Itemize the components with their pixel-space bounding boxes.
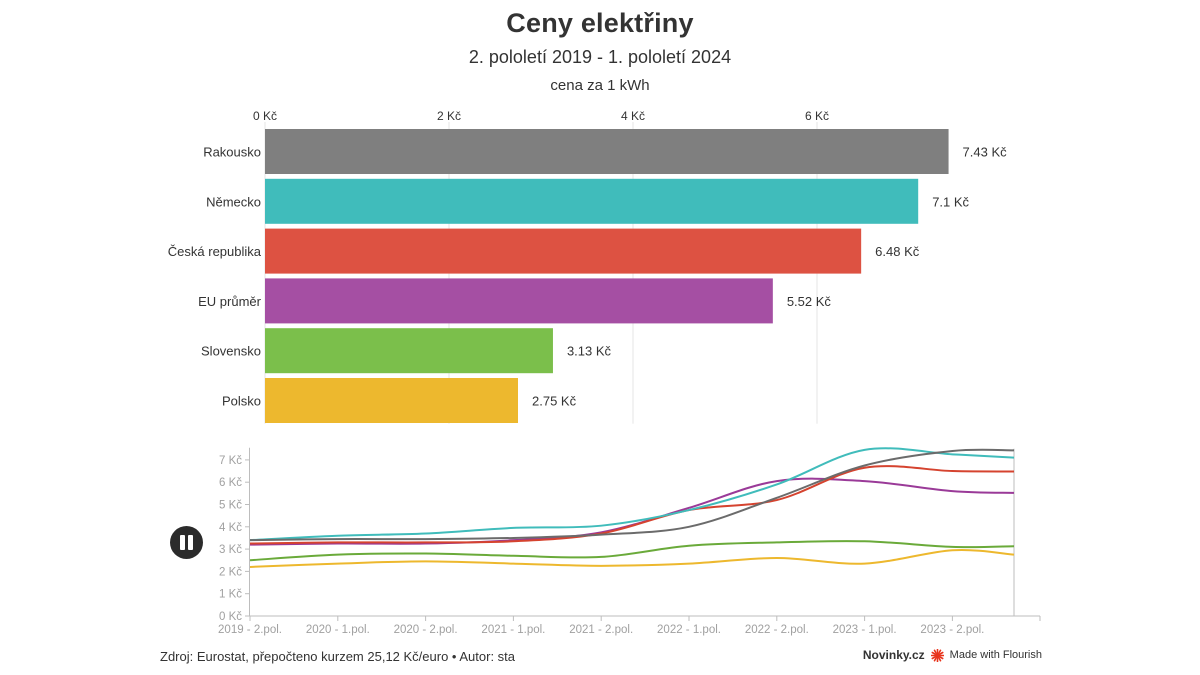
bar-value-label: 2.75 Kč xyxy=(532,394,577,409)
x-tick-label: 2020 - 1.pol. xyxy=(306,624,370,636)
line-series-polsko xyxy=(250,548,1014,568)
bar-x-tick-label: 0 Kč xyxy=(253,109,277,123)
pause-icon xyxy=(180,535,185,550)
bar xyxy=(265,328,553,374)
bar xyxy=(265,228,862,274)
bar-category-label: Slovensko xyxy=(201,344,261,359)
x-tick-label: 2022 - 2.pol. xyxy=(745,624,809,636)
footer-credits: Novinky.cz Made with Flourish xyxy=(863,648,1042,662)
bar-x-tick-label: 6 Kč xyxy=(805,109,829,123)
bar xyxy=(265,129,949,174)
bar xyxy=(265,178,919,224)
line-chart: 0 Kč 1 Kč 2 Kč 3 Kč 4 Kč 5 Kč 6 Kč 7 Kč 2019 - 2… xyxy=(218,447,1041,636)
chart-subtitle: 2. pololetí 2019 - 1. pololetí 2024 xyxy=(468,47,732,67)
bar-category-label: Česká republika xyxy=(168,244,262,259)
bar-value-label: 6.48 Kč xyxy=(875,244,920,259)
y-tick-label: 1 Kč xyxy=(219,589,242,601)
chart-title: Ceny elektřiny xyxy=(506,8,694,38)
bar-value-label: 3.13 Kč xyxy=(567,344,612,359)
x-tick-label: 2023 - 1.pol. xyxy=(833,624,897,636)
bar-category-label: Rakousko xyxy=(203,145,261,160)
y-tick-label: 6 Kč xyxy=(219,477,242,489)
bar-category-label: Polsko xyxy=(222,394,261,409)
bar-value-label: 5.52 Kč xyxy=(787,294,832,309)
y-tick-label: 3 Kč xyxy=(219,544,242,556)
bar-x-tick-label: 2 Kč xyxy=(437,109,461,123)
y-tick-label: 7 Kč xyxy=(219,455,242,467)
bar xyxy=(265,378,518,423)
line-series-německo xyxy=(250,447,1014,542)
bar-value-label: 7.43 Kč xyxy=(963,145,1008,160)
line-series-rakousko xyxy=(250,448,1014,542)
bar-value-label: 7.1 Kč xyxy=(932,194,969,209)
y-tick-label: 5 Kč xyxy=(219,500,242,512)
flourish-logo-icon xyxy=(930,648,944,662)
bar-category-label: Německo xyxy=(206,194,261,209)
pause-icon-bar xyxy=(188,535,193,550)
y-tick-label: 2 Kč xyxy=(219,566,242,578)
pause-button[interactable] xyxy=(170,526,203,559)
x-tick-label: 2022 - 1.pol. xyxy=(657,624,721,636)
y-tick-label: 4 Kč xyxy=(219,522,242,534)
y-tick-label: 0 Kč xyxy=(219,611,242,623)
x-tick-label: 2020 - 2.pol. xyxy=(394,624,458,636)
line-series-česká-republika xyxy=(250,465,1014,545)
x-tick-label: 2021 - 2.pol. xyxy=(569,624,633,636)
line-series-slovensko xyxy=(250,540,1014,562)
bar xyxy=(265,278,773,324)
publisher-logo[interactable]: Novinky.cz xyxy=(862,648,925,662)
x-tick-label: 2021 - 1.pol. xyxy=(481,624,545,636)
unit-label: cena za 1 kWh xyxy=(550,77,650,94)
made-with-flourish-link[interactable]: Made with Flourish xyxy=(949,649,1042,661)
bar-chart: 0 Kč 2 Kč 4 Kč 6 Kč Rakousko 7.43 Kč Německo 7.… xyxy=(168,109,1008,424)
x-tick-label: 2019 - 2.pol. xyxy=(218,624,282,636)
bar-category-label: EU průměr xyxy=(198,294,262,309)
bar-x-tick-label: 4 Kč xyxy=(621,109,645,123)
x-tick-label: 2023 - 2.pol. xyxy=(920,624,984,636)
source-note: Zdroj: Eurostat, přepočteno kurzem 25,12… xyxy=(160,649,516,664)
